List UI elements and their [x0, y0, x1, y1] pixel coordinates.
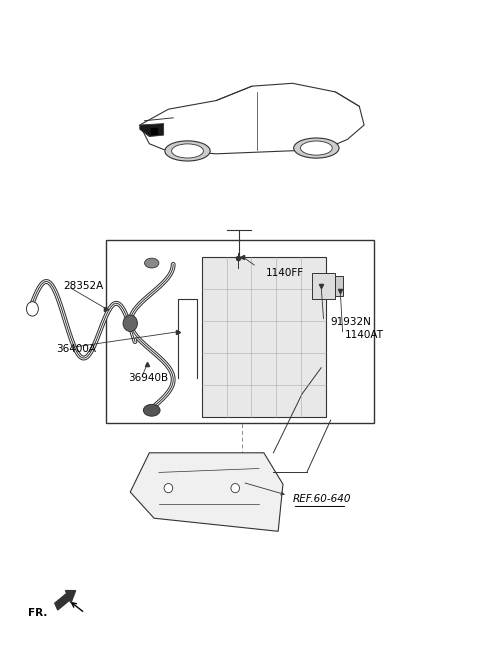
PathPatch shape: [140, 124, 164, 137]
Text: 1140AT: 1140AT: [345, 330, 384, 340]
Text: REF.60-640: REF.60-640: [292, 493, 351, 504]
Ellipse shape: [26, 302, 38, 316]
Ellipse shape: [172, 144, 204, 158]
Ellipse shape: [144, 258, 159, 268]
FancyArrow shape: [55, 591, 75, 610]
Ellipse shape: [144, 405, 160, 416]
Text: 36940B: 36940B: [128, 373, 168, 382]
Text: 28352A: 28352A: [63, 281, 104, 291]
Bar: [336, 276, 343, 296]
Bar: [107, 240, 373, 423]
Ellipse shape: [123, 315, 137, 331]
Ellipse shape: [165, 141, 210, 161]
Ellipse shape: [300, 141, 332, 155]
Text: 91932N: 91932N: [331, 317, 372, 327]
Bar: [202, 256, 326, 417]
Bar: [312, 273, 336, 299]
Ellipse shape: [164, 484, 173, 493]
Text: 1140FF: 1140FF: [266, 268, 304, 278]
PathPatch shape: [130, 453, 283, 532]
Text: 36400A: 36400A: [56, 344, 96, 354]
Text: FR.: FR.: [28, 608, 47, 618]
PathPatch shape: [140, 83, 364, 154]
Ellipse shape: [294, 138, 339, 158]
Ellipse shape: [231, 484, 240, 493]
